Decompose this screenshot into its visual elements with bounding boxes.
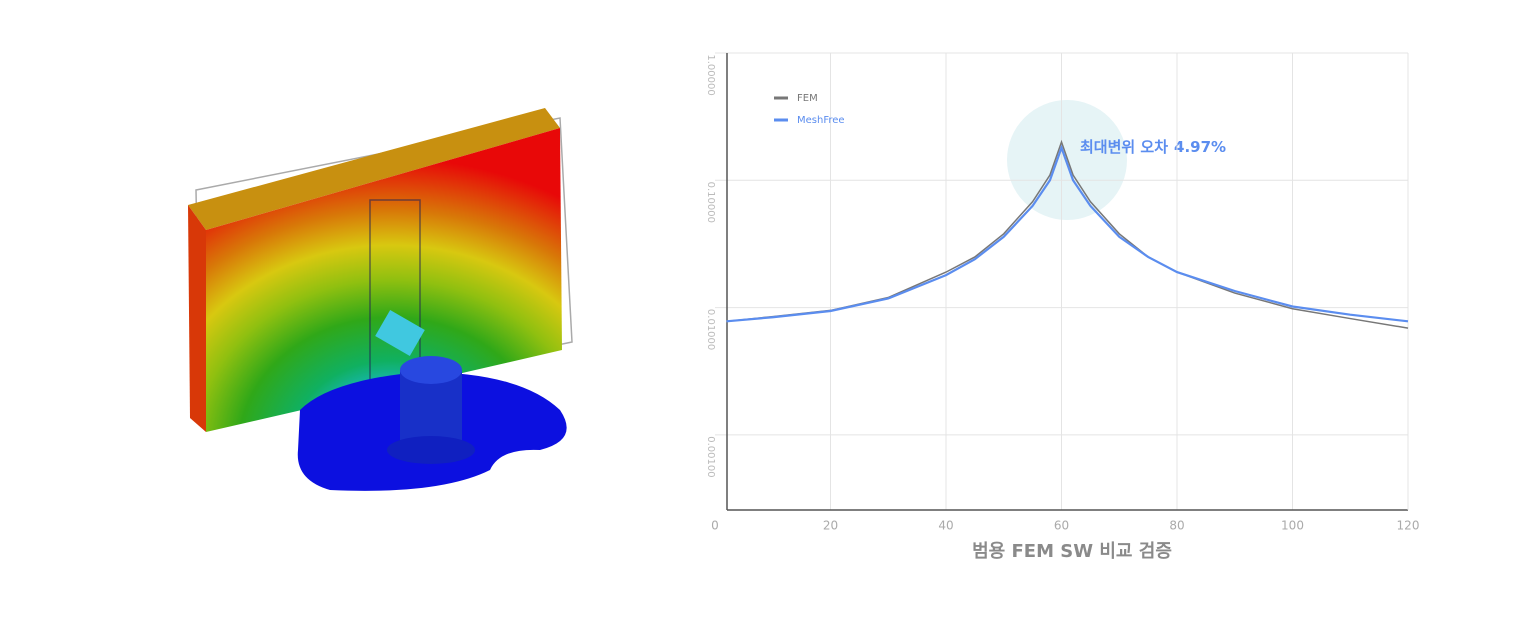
annotation: 최대변위 오차 4.97% xyxy=(1080,138,1226,156)
annotation-text: 최대변위 오차 xyxy=(1080,138,1168,156)
legend-label: MeshFree xyxy=(797,115,845,126)
series-line xyxy=(726,144,1409,323)
x-tick-label: 20 xyxy=(823,519,838,533)
x-tick-label: 60 xyxy=(1054,519,1069,533)
x-tick-label: 0 xyxy=(711,519,719,533)
legend-label: FEM xyxy=(797,93,818,104)
y-tick-label: 0.01000 xyxy=(705,309,716,350)
model-illustration xyxy=(188,108,573,491)
y-tick-label: 0.10000 xyxy=(705,182,716,223)
x-tick-label: 100 xyxy=(1281,519,1304,533)
x-tick-label: 80 xyxy=(1169,519,1184,533)
x-tick-label: 40 xyxy=(938,519,953,533)
x-tick-label: 120 xyxy=(1397,519,1420,533)
x-axis-label: 범용 FEM SW 비교 검증 xyxy=(972,541,1172,562)
y-tick-label: 1.00000 xyxy=(705,54,716,95)
annotation-value: 4.97% xyxy=(1174,138,1226,156)
y-tick-label: 0.00100 xyxy=(705,436,716,477)
